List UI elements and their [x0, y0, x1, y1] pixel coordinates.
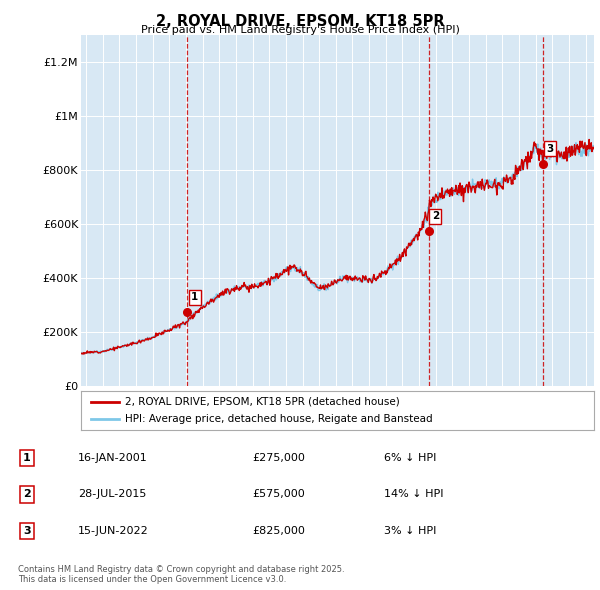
Text: £275,000: £275,000 [252, 453, 305, 463]
Text: Price paid vs. HM Land Registry's House Price Index (HPI): Price paid vs. HM Land Registry's House … [140, 25, 460, 35]
Text: 2: 2 [431, 211, 439, 221]
Text: 3: 3 [547, 144, 554, 154]
Text: 1: 1 [23, 453, 31, 463]
Text: 14% ↓ HPI: 14% ↓ HPI [384, 490, 443, 499]
Text: 28-JUL-2015: 28-JUL-2015 [78, 490, 146, 499]
Text: 15-JUN-2022: 15-JUN-2022 [78, 526, 149, 536]
Text: 1: 1 [191, 292, 199, 302]
Text: 3: 3 [23, 526, 31, 536]
Text: 2, ROYAL DRIVE, EPSOM, KT18 5PR: 2, ROYAL DRIVE, EPSOM, KT18 5PR [155, 14, 445, 28]
Text: 2: 2 [23, 490, 31, 499]
Text: 16-JAN-2001: 16-JAN-2001 [78, 453, 148, 463]
Text: £825,000: £825,000 [252, 526, 305, 536]
Text: 2, ROYAL DRIVE, EPSOM, KT18 5PR (detached house): 2, ROYAL DRIVE, EPSOM, KT18 5PR (detache… [125, 396, 400, 407]
Text: £575,000: £575,000 [252, 490, 305, 499]
Text: Contains HM Land Registry data © Crown copyright and database right 2025.
This d: Contains HM Land Registry data © Crown c… [18, 565, 344, 584]
Text: 6% ↓ HPI: 6% ↓ HPI [384, 453, 436, 463]
Text: HPI: Average price, detached house, Reigate and Banstead: HPI: Average price, detached house, Reig… [125, 414, 432, 424]
Text: 3% ↓ HPI: 3% ↓ HPI [384, 526, 436, 536]
